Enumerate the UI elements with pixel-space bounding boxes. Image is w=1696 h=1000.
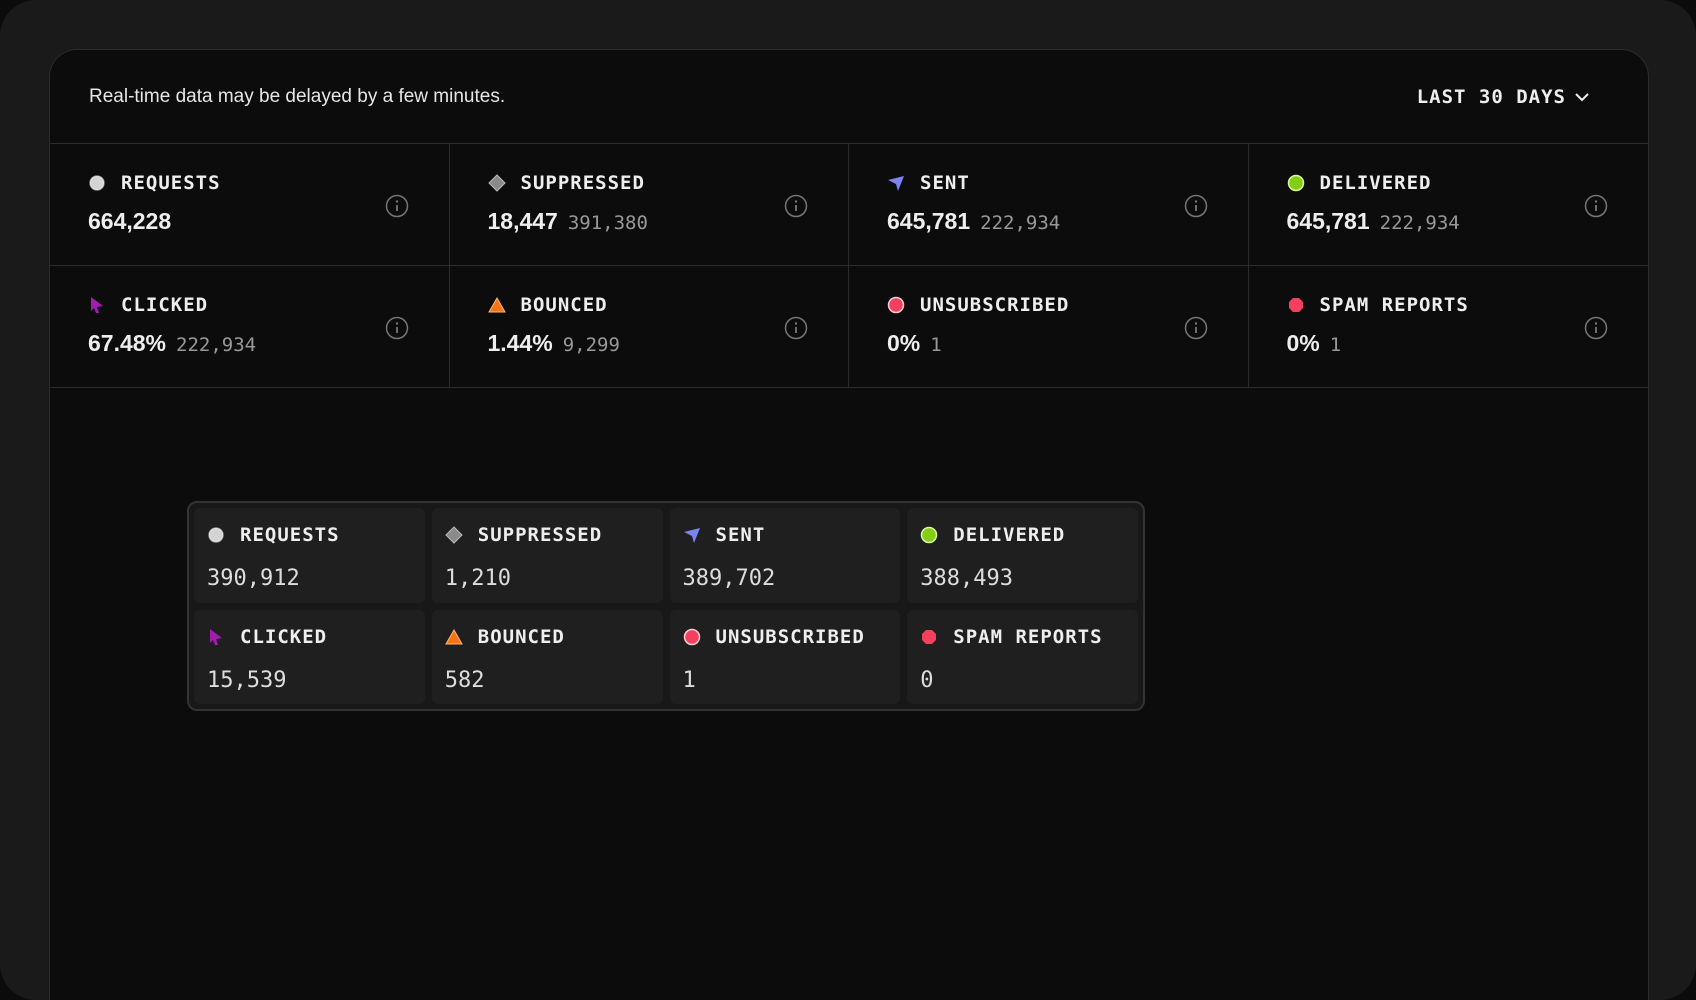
tooltip-label: SUPPRESSED <box>477 524 603 546</box>
stat-label: SENT <box>920 172 970 194</box>
icon <box>921 526 938 544</box>
stat-card: DELIVERED 645,781 222,934 <box>1248 144 1648 266</box>
stat-value: 0% <box>1286 330 1320 356</box>
stat-value-row: 0% 1 <box>887 330 942 357</box>
stat-value-row: 645,781 222,934 <box>1287 208 1460 235</box>
stat-label: BOUNCED <box>520 294 608 316</box>
tooltip-cell: SPAM REPORTS 0 <box>907 609 1138 704</box>
stat-secondary: 222,934 <box>1379 212 1460 234</box>
stat-secondary: 1 <box>930 334 942 356</box>
stat-card: BOUNCED 1.44% 9,299 <box>449 266 849 388</box>
tooltip-cell: REQUESTS 390,912 <box>194 508 425 603</box>
tooltip-value: 388,493 <box>920 566 1013 591</box>
icon <box>922 629 937 644</box>
range-label: LAST 30 DAYS <box>1416 85 1566 108</box>
stat-value-row: 18,447 391,380 <box>488 208 648 235</box>
icon <box>888 176 904 191</box>
tooltip-label: CLICKED <box>240 625 328 648</box>
stat-secondary: 222,934 <box>980 212 1061 234</box>
info-icon[interactable] <box>1584 194 1608 218</box>
stat-secondary: 222,934 <box>176 334 257 356</box>
info-icon[interactable] <box>1184 316 1208 340</box>
icon <box>1288 298 1303 312</box>
stat-card: UNSUBSCRIBED 0% 1 <box>849 266 1249 388</box>
stat-secondary: 391,380 <box>567 212 648 234</box>
stat-value: 67.48% <box>88 330 167 356</box>
icon <box>444 628 463 644</box>
stat-value: 664,228 <box>88 208 172 234</box>
info-icon[interactable] <box>1584 316 1608 340</box>
tooltip-value: 1,210 <box>444 566 511 591</box>
chevron <box>1575 92 1589 101</box>
icon <box>683 628 700 645</box>
stat-label: UNSUBSCRIBED <box>920 294 1070 316</box>
stat-label: SPAM REPORTS <box>1319 294 1469 316</box>
stat-value-row: 645,781 222,934 <box>887 208 1060 235</box>
tooltip-value: 1 <box>682 667 696 693</box>
icon <box>445 526 463 544</box>
info-icon[interactable] <box>784 316 808 340</box>
tooltip: REQUESTS 390,912 SUPPRESSED 1,210 SENT 389,70… <box>187 501 1145 711</box>
icon <box>487 296 506 313</box>
stat-label: REQUESTS <box>121 172 221 194</box>
icon <box>887 296 905 314</box>
stat-value: 1.44% <box>487 330 553 356</box>
tooltip-value: 389,702 <box>682 566 776 591</box>
icon <box>208 527 224 543</box>
stat-label: SUPPRESSED <box>520 172 645 194</box>
stat-value: 0% <box>887 330 921 356</box>
tooltip-cell: CLICKED 15,539 <box>194 609 425 704</box>
stats-grid: REQUESTS 664,228 SUPPRESSED 18,447 391,380 SE… <box>50 144 1648 388</box>
info-icon[interactable] <box>385 316 409 340</box>
tooltip-label: UNSUBSCRIBED <box>715 625 865 648</box>
stat-value: 18,447 <box>487 208 558 234</box>
stat-value: 645,781 <box>1286 208 1370 234</box>
icon <box>487 174 506 192</box>
tooltip-label: SENT <box>715 524 766 546</box>
tooltip-cell: UNSUBSCRIBED 1 <box>669 609 901 704</box>
stat-card: REQUESTS 664,228 <box>50 144 450 266</box>
range-select[interactable]: LAST 30 DAYS <box>1417 86 1590 108</box>
stat-card: CLICKED 67.48% 222,934 <box>50 266 450 388</box>
icon <box>210 628 222 645</box>
tooltip-label: SPAM REPORTS <box>953 625 1103 648</box>
stat-value: 645,781 <box>887 208 971 234</box>
stat-value-row: 0% 1 <box>1287 330 1342 357</box>
tooltip-cell: BOUNCED 582 <box>431 609 663 704</box>
stat-card: SUPPRESSED 18,447 391,380 <box>449 144 849 266</box>
tooltip-cell: SENT 389,702 <box>669 508 901 603</box>
icon <box>683 528 700 543</box>
tooltip-value: 582 <box>444 667 485 693</box>
tooltip-label: DELIVERED <box>953 524 1066 546</box>
header: Real-time data may be delayed by a few m… <box>50 50 1648 144</box>
tooltip-value: 0 <box>920 667 934 693</box>
tooltip-value: 390,912 <box>207 566 300 591</box>
tooltip-label: BOUNCED <box>477 625 565 648</box>
icon <box>89 175 105 191</box>
stat-value-row: 1.44% 9,299 <box>488 330 620 357</box>
icon <box>1287 174 1304 192</box>
stat-value-row: 67.48% 222,934 <box>88 330 256 357</box>
tooltip-label: REQUESTS <box>240 524 340 546</box>
stat-label: DELIVERED <box>1319 172 1432 194</box>
tooltip-value: 15,539 <box>207 667 287 693</box>
stat-secondary: 9,299 <box>562 334 620 356</box>
info-icon[interactable] <box>1184 194 1208 218</box>
note: Real-time data may be delayed by a few m… <box>89 85 506 107</box>
tooltip-cell: SUPPRESSED 1,210 <box>431 508 663 603</box>
stat-label: CLICKED <box>121 294 209 316</box>
stat-secondary: 1 <box>1329 334 1342 356</box>
info-icon[interactable] <box>385 194 409 218</box>
stat-card: SENT 645,781 222,934 <box>849 144 1249 266</box>
stat-value-row: 664,228 <box>88 208 171 235</box>
tooltip-cell: DELIVERED 388,493 <box>907 508 1138 603</box>
info-icon[interactable] <box>784 194 808 218</box>
icon <box>91 297 103 313</box>
stat-card: SPAM REPORTS 0% 1 <box>1248 266 1648 388</box>
